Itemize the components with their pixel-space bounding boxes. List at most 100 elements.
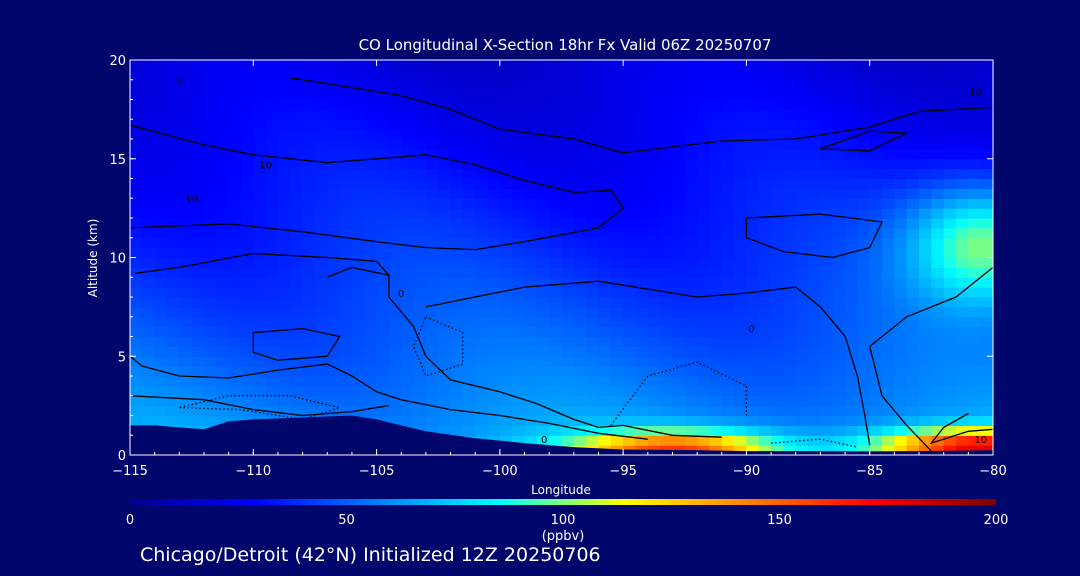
field-cell [647,247,661,259]
field-cell [327,178,341,189]
field-cell [302,326,316,338]
field-cell [364,89,378,101]
field-cell [882,445,895,455]
field-cell [475,188,489,199]
field-cell [721,385,735,397]
field-cell [968,366,982,377]
field-cell [413,227,427,239]
field-cell [499,415,513,426]
field-cell [487,60,501,71]
field-cell [130,405,143,417]
field-cell [709,89,723,101]
field-cell [462,247,476,259]
field-cell [130,227,143,239]
field-cell [734,60,748,71]
field-cell [191,277,205,288]
field-cell [364,267,378,278]
field-cell [931,119,945,130]
field-cell [598,336,612,347]
field-cell [771,415,785,426]
field-cell [203,297,217,308]
field-cell [561,316,575,328]
field-cell [203,385,217,397]
field-cell [956,297,969,308]
field-cell [561,139,575,150]
field-cell [130,247,143,259]
field-cell [216,158,230,170]
field-cell [931,198,945,209]
field-cell [943,60,957,71]
field-cell [142,267,156,278]
field-cell [388,366,402,377]
field-cell [808,405,821,417]
contour-line [134,252,722,438]
field-cell [413,257,427,268]
field-cell [795,237,809,249]
field-cell [203,178,217,189]
field-cell [265,326,279,338]
field-cell [314,178,328,189]
field-cell [857,198,871,209]
field-cell [364,148,378,160]
field-cell [598,385,612,397]
field-cell [956,198,969,209]
field-cell [203,188,217,199]
field-cell [573,287,587,298]
field-cell [216,356,230,367]
field-cell [882,366,895,377]
field-cell [462,227,476,239]
field-cell [647,60,661,71]
field-cell [561,60,575,71]
field-cell [549,346,563,357]
field-cell [845,158,858,170]
field-cell [672,336,686,347]
field-cell [401,326,415,338]
field-cell [586,178,600,189]
field-cell [524,168,538,180]
field-cell [450,366,464,377]
field-cell [980,89,993,101]
field-cell [586,109,600,120]
field-cell [931,316,945,328]
field-cell [919,435,932,446]
field-cell [462,415,476,426]
field-cell [906,89,920,101]
field-cell [771,405,785,417]
field-cell [943,129,957,140]
field-cell [179,287,193,298]
field-cell [610,247,624,259]
contour-label: 10 [185,194,198,205]
field-cell [586,119,600,130]
field-cell [943,376,957,387]
field-cell [968,119,982,130]
field-cell [130,237,143,249]
field-cell [980,198,993,209]
field-cell [240,178,254,189]
field-cell [610,79,624,91]
field-cell [179,218,193,229]
field-cell [635,139,649,150]
field-cell [610,129,624,140]
x-tick-label: −85 [856,464,883,479]
field-cell [166,267,180,278]
field-cell [820,168,834,180]
field-cell [894,267,908,278]
field-cell [561,129,575,140]
field-cell [376,297,390,308]
field-cell [795,385,809,397]
field-cell [623,208,637,219]
field-cell [598,237,612,249]
field-cell [882,158,895,170]
field-cell [179,346,193,357]
field-cell [808,346,821,357]
field-cell [536,346,550,357]
field-cell [734,79,748,91]
field-cell [265,119,279,130]
field-cell [869,356,883,367]
field-cell [240,89,254,101]
field-cell [413,405,427,417]
field-cell [130,395,143,407]
field-cell [524,89,538,101]
field-cell [253,168,267,180]
